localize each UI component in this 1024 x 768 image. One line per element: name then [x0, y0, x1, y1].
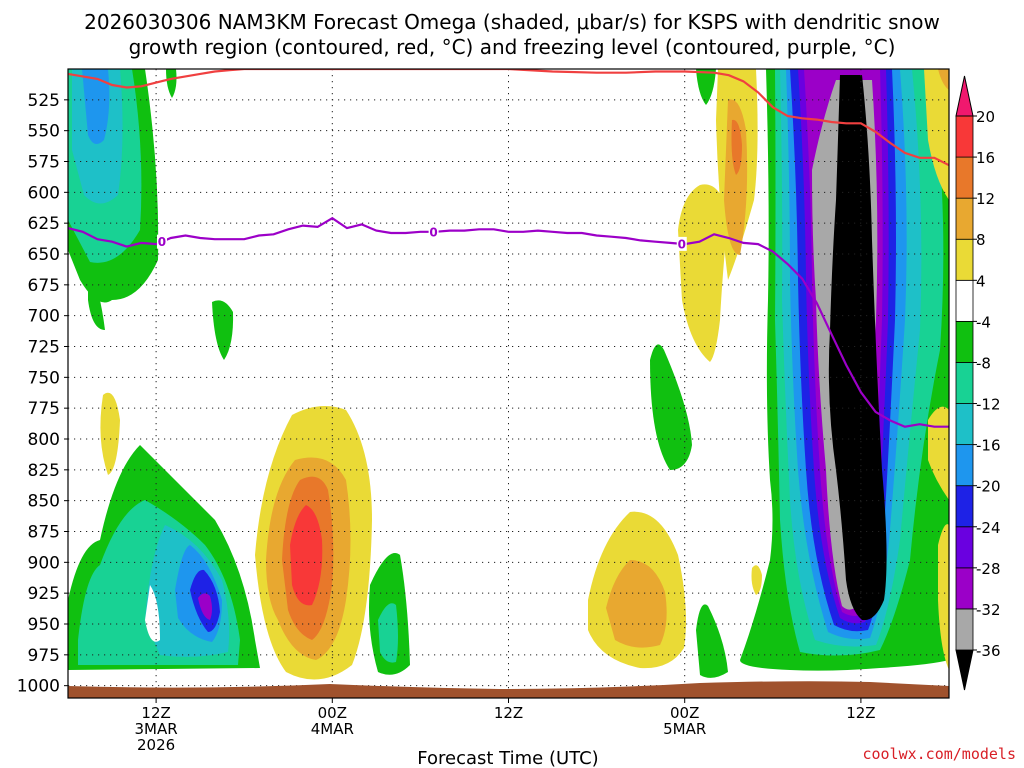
omega-region-small-green-1: [166, 69, 177, 98]
y-tick-label-525: 525: [28, 91, 60, 111]
dgz-top-contour: [68, 69, 949, 167]
colorbar-arrow-high: [955, 75, 974, 117]
colorbar-label-3: 8: [976, 231, 986, 249]
omega-region-yellow-spot: [751, 565, 762, 595]
y-tick-label-675: 675: [28, 276, 60, 296]
y-tick-label-600: 600: [28, 183, 60, 203]
colorbar-segment-4: [955, 485, 974, 528]
freezing-label-bg-1: [428, 224, 439, 239]
colorbar-label-5: -4: [976, 313, 991, 331]
freezing-label-bg-2: [676, 236, 687, 251]
omega-region-mid-green: [650, 344, 692, 470]
y-tick-label-1000: 1000: [17, 677, 60, 697]
colorbar-label-13: -36: [976, 642, 1001, 660]
omega-region-right-yellow-low: [938, 524, 949, 670]
omega-region-green-top-mid: [696, 69, 716, 105]
y-tick-label-925: 925: [28, 584, 60, 604]
chart-title-line1: 2026030306 NAM3KM Forecast Omega (shaded…: [84, 10, 940, 34]
colorbar-label-9: -20: [976, 478, 1001, 496]
freezing-level-contour: [68, 216, 949, 428]
omega-region-strong-black: [828, 75, 887, 621]
colorbar-segment-1: [955, 608, 974, 651]
y-tick-label-550: 550: [28, 122, 60, 142]
colorbar-label-0: 20: [976, 108, 995, 126]
omega-region-right-yellow-mid: [928, 406, 949, 500]
omega-region-descent3-yellow: [678, 184, 728, 362]
contours: 0 0 0: [68, 69, 949, 428]
omega-region-small-green-2: [212, 300, 234, 360]
colorbar-label-8: -16: [976, 437, 1001, 455]
colorbar-segment-6: [955, 403, 974, 446]
y-tick-label-575: 575: [28, 153, 60, 173]
omega-region-small-teal-3: [378, 603, 398, 663]
x-tick-label-0-1: 3MAR: [135, 720, 178, 738]
y-tick-label-900: 900: [28, 553, 60, 573]
colorbar-segment-13: [955, 115, 974, 158]
credit-text: coolwx.com/models: [862, 745, 1016, 763]
y-tick-label-775: 775: [28, 399, 60, 419]
x-tick-label-3-0: 00Z: [670, 704, 699, 722]
y-axis: 525 550 575 600 625 650 675 700 725 750 775 800 825 8…: [17, 91, 68, 697]
colorbar-label-12: -32: [976, 601, 1001, 619]
y-tick-label-650: 650: [28, 245, 60, 265]
omega-shading: [68, 69, 949, 680]
freezing-label-2: 0: [678, 237, 686, 251]
x-tick-label-1-0: 00Z: [318, 704, 347, 722]
omega-region-left-green-tail: [88, 260, 105, 330]
colorbar-label-6: -8: [976, 354, 991, 372]
chart-title-line2: growth region (contoured, red, °C) and f…: [129, 35, 896, 59]
colorbar-segment-2: [955, 567, 974, 610]
x-tick-label-4-0: 12Z: [846, 704, 875, 722]
y-tick-label-700: 700: [28, 307, 60, 327]
colorbar-label-2: 12: [976, 190, 995, 208]
freezing-label-1: 0: [429, 225, 437, 239]
y-tick-label-850: 850: [28, 492, 60, 512]
colorbar-segment-7: [955, 362, 974, 404]
x-tick-label-2-0: 12Z: [494, 704, 523, 722]
x-axis-label: Forecast Time (UTC): [417, 748, 598, 768]
y-tick-label-950: 950: [28, 615, 60, 635]
y-tick-label-725: 725: [28, 338, 60, 358]
omega-region-descent1-red: [290, 505, 323, 606]
colorbar-segment-10: [955, 238, 974, 281]
colorbar-label-11: -28: [976, 560, 1001, 578]
colorbar-label-1: 16: [976, 149, 995, 167]
colorbar-label-7: -12: [976, 396, 1001, 414]
omega-region-mid-green-lower: [696, 604, 728, 678]
freezing-label-0: 0: [158, 235, 166, 249]
omega-region-topleft-blue: [82, 69, 110, 144]
omega-region-low-left-purple: [198, 593, 212, 620]
colorbar-segment-5: [955, 444, 974, 487]
colorbar-label-10: -24: [976, 519, 1001, 537]
y-tick-label-875: 875: [28, 523, 60, 543]
y-tick-label-625: 625: [28, 214, 60, 234]
y-tick-label-825: 825: [28, 461, 60, 481]
colorbar-segment-9: [955, 279, 974, 322]
colorbar-label-4: 4: [976, 272, 986, 290]
ground-fill: [68, 681, 949, 698]
x-tick-label-0-2: 2026: [137, 736, 175, 754]
y-tick-label-750: 750: [28, 368, 60, 388]
x-tick-label-3-1: 5MAR: [663, 720, 706, 738]
x-tick-label-0-0: 12Z: [141, 704, 170, 722]
colorbar-segment-12: [955, 156, 974, 199]
omega-region-small-yellow-1: [100, 392, 120, 475]
omega-region-descent3-lightorange: [724, 99, 748, 255]
x-tick-label-1-1: 4MAR: [311, 720, 354, 738]
freezing-label-bg-0: [156, 234, 167, 249]
omega-region-descent2-lightorange: [606, 560, 667, 648]
y-tick-label-975: 975: [28, 646, 60, 666]
freezing-level-labels: 0 0 0: [156, 224, 687, 251]
colorbar-segment-8: [955, 320, 974, 363]
omega-region-right-yellow-top: [924, 69, 949, 200]
colorbar-segment-3: [955, 526, 974, 569]
colorbar-segment-11: [955, 197, 974, 240]
omega-region-right-lightorange-top: [938, 69, 949, 90]
ground-strip: [68, 681, 949, 698]
colorbar-arrow-low: [955, 649, 974, 691]
colorbar: 20 16 12 8 4 -4 -8 -12 -16 -20 -24 -28 -32 -36: [955, 75, 1001, 691]
y-tick-label-800: 800: [28, 430, 60, 450]
